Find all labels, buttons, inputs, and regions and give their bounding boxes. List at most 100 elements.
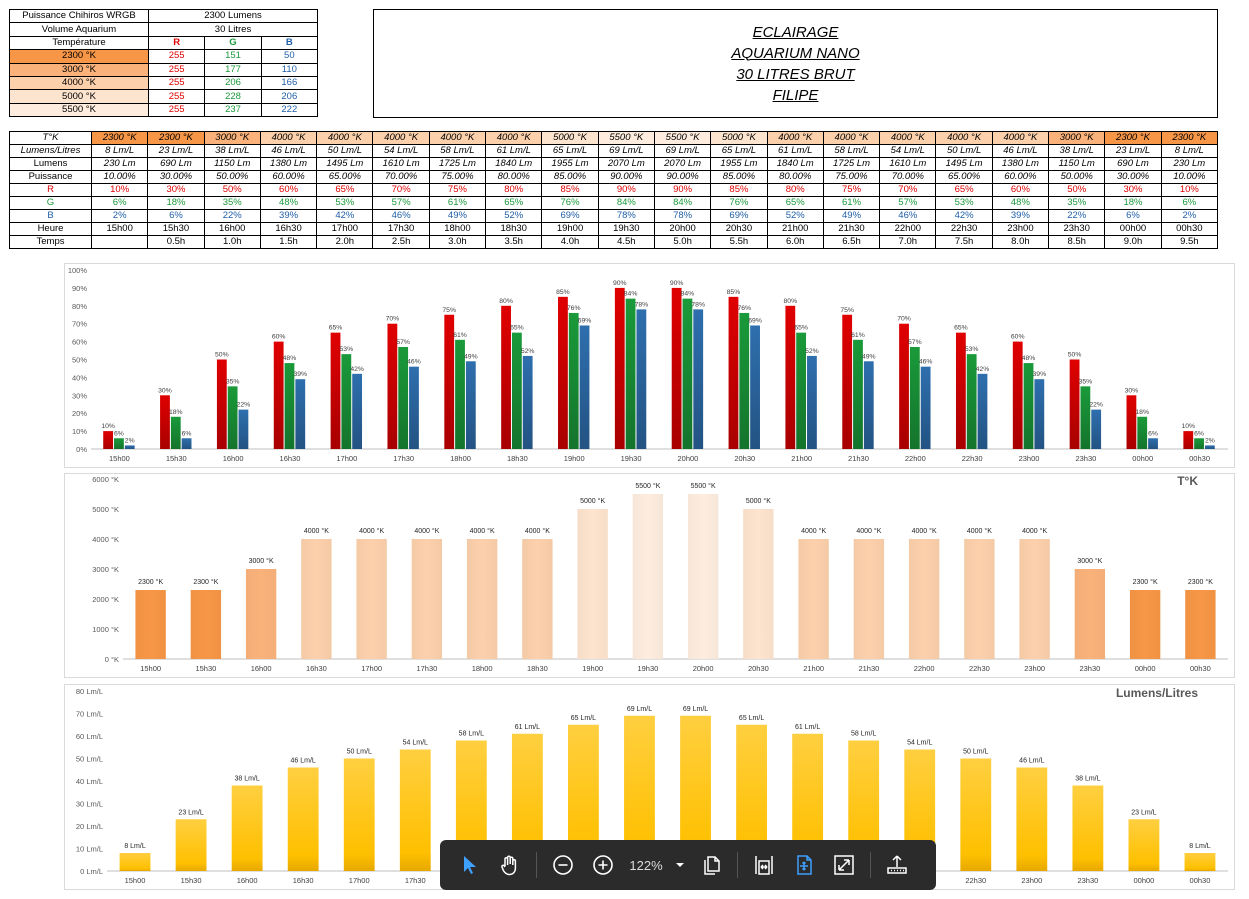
pointer-icon[interactable]: [450, 845, 490, 885]
bar-temperature: [632, 494, 664, 659]
y-tick-label: 3000 °K: [92, 565, 119, 574]
fit-width-icon[interactable]: [744, 845, 784, 885]
bar-r: [216, 359, 227, 449]
x-tick-label: 00h00: [1135, 664, 1156, 673]
data-label: 49%: [464, 353, 478, 360]
bar-b: [409, 366, 419, 449]
schedule-cell: 00h00: [1104, 222, 1162, 236]
rgb-header: B: [260, 35, 319, 51]
schedule-cell: 49%: [822, 209, 881, 223]
data-label: 4000 °K: [912, 527, 937, 535]
schedule-cell: 2300 °K: [90, 131, 149, 145]
schedule-cell: 30.00%: [1104, 170, 1162, 184]
x-tick-label: 23h30: [1077, 876, 1098, 885]
bar-g: [341, 354, 352, 449]
data-label: 50 Lm/L: [963, 749, 988, 756]
schedule-row-heure: Heure 15h00 15h30 16h00 16h30 17h00 17h30 18h00…: [9, 222, 1219, 236]
bar-lumens: [175, 819, 207, 871]
schedule-cell: 1610 Lm: [879, 157, 937, 171]
fullscreen-icon[interactable]: [824, 845, 864, 885]
schedule-cell: 85.00%: [710, 170, 768, 184]
bar-temperature: [964, 539, 995, 659]
schedule-cell: 1150 Lm: [203, 157, 261, 171]
temperature-row: 5500 °K 255 237 222: [9, 102, 319, 118]
schedule-cell: 2070 Lm: [597, 157, 655, 171]
data-label: 80%: [499, 298, 513, 305]
info-value: 2300 Lumens: [148, 8, 318, 24]
fit-page-icon[interactable]: [784, 845, 824, 885]
data-label: 42%: [350, 366, 364, 373]
zoom-level[interactable]: 122%: [629, 857, 663, 873]
bar-b: [352, 373, 363, 449]
schedule-row-label: Lumens/Litres: [9, 144, 92, 158]
schedule-cell: 4000 °K: [822, 131, 881, 145]
x-tick-label: 17h00: [349, 876, 370, 885]
data-label: 61 Lm/L: [795, 724, 820, 731]
schedule-cell: 9.5h: [1160, 235, 1219, 249]
zoom-out-icon[interactable]: [543, 845, 583, 885]
rgb-value: 151: [204, 49, 262, 64]
schedule-cell: 69 Lm/L: [653, 144, 712, 158]
data-label: 2300 °K: [193, 578, 218, 586]
y-tick-label: 30%: [72, 391, 87, 400]
schedule-cell: 65%: [766, 196, 824, 210]
bar-b: [977, 373, 988, 449]
data-label: 46%: [407, 359, 421, 366]
schedule-cell: 4000 °K: [372, 131, 430, 145]
bar-g: [796, 332, 807, 449]
schedule-cell: 75%: [428, 183, 487, 197]
data-label: 54 Lm/L: [907, 740, 932, 747]
bar-lumens: [960, 758, 992, 871]
bar-temperature: [1019, 539, 1050, 659]
data-label: 30%: [158, 387, 172, 394]
rgb-value: 177: [204, 62, 262, 77]
rgb-header: G: [204, 35, 262, 51]
bar-r: [728, 296, 739, 449]
schedule-cell: 2070 Lm: [653, 157, 712, 171]
share-icon[interactable]: [877, 845, 917, 885]
schedule-cell: 65 Lm/L: [541, 144, 599, 158]
data-label: 70%: [386, 316, 400, 323]
bar-g: [227, 386, 238, 449]
y-tick-label: 5000 °K: [92, 505, 119, 514]
schedule-cell: 58 Lm/L: [428, 144, 487, 158]
data-label: 8 Lm/L: [124, 843, 146, 850]
y-tick-label: 70 Lm/L: [76, 710, 103, 719]
schedule-cell: 1380 Lm: [991, 157, 1050, 171]
zoom-dropdown-icon[interactable]: [669, 845, 691, 885]
schedule-cell: 1955 Lm: [541, 157, 599, 171]
x-tick-label: 16h30: [306, 664, 327, 673]
data-label: 6%: [182, 430, 192, 437]
schedule-cell: 61 Lm/L: [766, 144, 824, 158]
hand-icon[interactable]: [490, 845, 530, 885]
schedule-cell: 3000 °K: [1048, 131, 1106, 145]
schedule-cell: 15h30: [147, 222, 205, 236]
schedule-cell: 21h00: [766, 222, 824, 236]
schedule-cell: 69%: [710, 209, 768, 223]
bar-b: [522, 355, 533, 449]
zoom-in-icon[interactable]: [583, 845, 623, 885]
rgb-value: 255: [147, 62, 206, 77]
x-tick-label: 17h30: [416, 664, 437, 673]
bar-lumens: [1184, 853, 1216, 871]
bar-g: [568, 312, 579, 449]
data-label: 5500 °K: [691, 482, 716, 490]
schedule-cell: 1150 Lm: [1048, 157, 1106, 171]
schedule-row-lm: Lumens 230 Lm 690 Lm 1150 Lm 1380 Lm 1495 Lm 1…: [9, 157, 1219, 171]
y-tick-label: 20 Lm/L: [76, 822, 103, 831]
schedule-cell: 3000 °K: [203, 131, 261, 145]
bar-b: [579, 325, 590, 449]
pages-icon[interactable]: [691, 845, 731, 885]
data-label: 38 Lm/L: [1075, 776, 1100, 783]
bar-temperature: [687, 494, 719, 659]
data-label: 61 Lm/L: [515, 724, 540, 731]
info-table: Puissance Chihiros WRGB 2300 Lumens Volume…: [9, 8, 319, 118]
bar-g: [114, 438, 124, 449]
data-label: 46%: [919, 359, 933, 366]
bar-g: [909, 346, 920, 449]
schedule-row-b: B 2% 6% 22% 39% 42% 46% 49% 52% 69% 78% 78% 69% 52% 49…: [9, 209, 1219, 223]
x-tick-label: 18h00: [450, 454, 471, 463]
schedule-cell: 8.5h: [1048, 235, 1106, 249]
schedule-cell: 23 Lm/L: [1104, 144, 1162, 158]
schedule-row-label: R: [9, 183, 92, 197]
